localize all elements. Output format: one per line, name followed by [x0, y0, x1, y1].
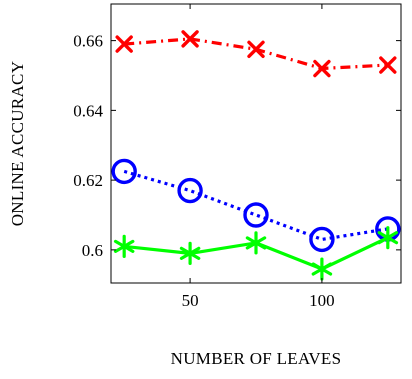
x-marker — [115, 35, 133, 53]
circle-marker — [111, 158, 137, 185]
x-marker-stroke — [247, 40, 265, 59]
x-marker-stroke — [115, 35, 133, 53]
asterisk-marker-stroke — [311, 262, 333, 276]
x-tick-label: 50 — [182, 291, 199, 310]
asterisk-marker — [179, 241, 201, 265]
x-axis-label: NUMBER OF LEAVES — [171, 349, 342, 368]
series-line — [124, 37, 388, 71]
circle-marker — [177, 177, 203, 204]
x-marker-stroke — [379, 56, 397, 74]
plot-frame — [110, 3, 402, 284]
asterisk-marker-stroke — [245, 236, 267, 250]
x-marker — [181, 30, 199, 48]
circle-marker — [309, 226, 335, 253]
asterisk-marker — [113, 234, 135, 258]
asterisk-marker — [311, 257, 333, 281]
asterisk-marker — [377, 226, 399, 250]
series-x — [115, 30, 397, 78]
y-tick-label: 0.6 — [82, 241, 103, 260]
series-circle — [111, 158, 401, 253]
asterisk-marker-stroke — [179, 246, 201, 260]
series-line — [123, 169, 389, 241]
x-marker-stroke — [313, 59, 331, 78]
x-marker — [313, 59, 331, 78]
asterisk-marker-stroke — [113, 239, 135, 253]
x-tick-label: 100 — [309, 291, 335, 310]
y-axis-label: ONLINE ACCURACY — [8, 61, 27, 227]
x-marker — [379, 56, 397, 74]
series-layer — [111, 30, 401, 281]
ticks-layer: 0.6 0.62 0.64 0.66 50 100 — [73, 4, 401, 310]
y-tick-label: 0.64 — [73, 101, 103, 120]
series-asterisk — [113, 226, 399, 281]
circle-marker — [243, 202, 269, 228]
y-tick-label: 0.66 — [73, 32, 103, 51]
x-marker-stroke — [181, 30, 199, 48]
asterisk-marker-stroke — [377, 231, 399, 245]
x-marker — [247, 40, 265, 59]
y-tick-label: 0.62 — [73, 171, 103, 190]
asterisk-marker — [245, 231, 267, 255]
